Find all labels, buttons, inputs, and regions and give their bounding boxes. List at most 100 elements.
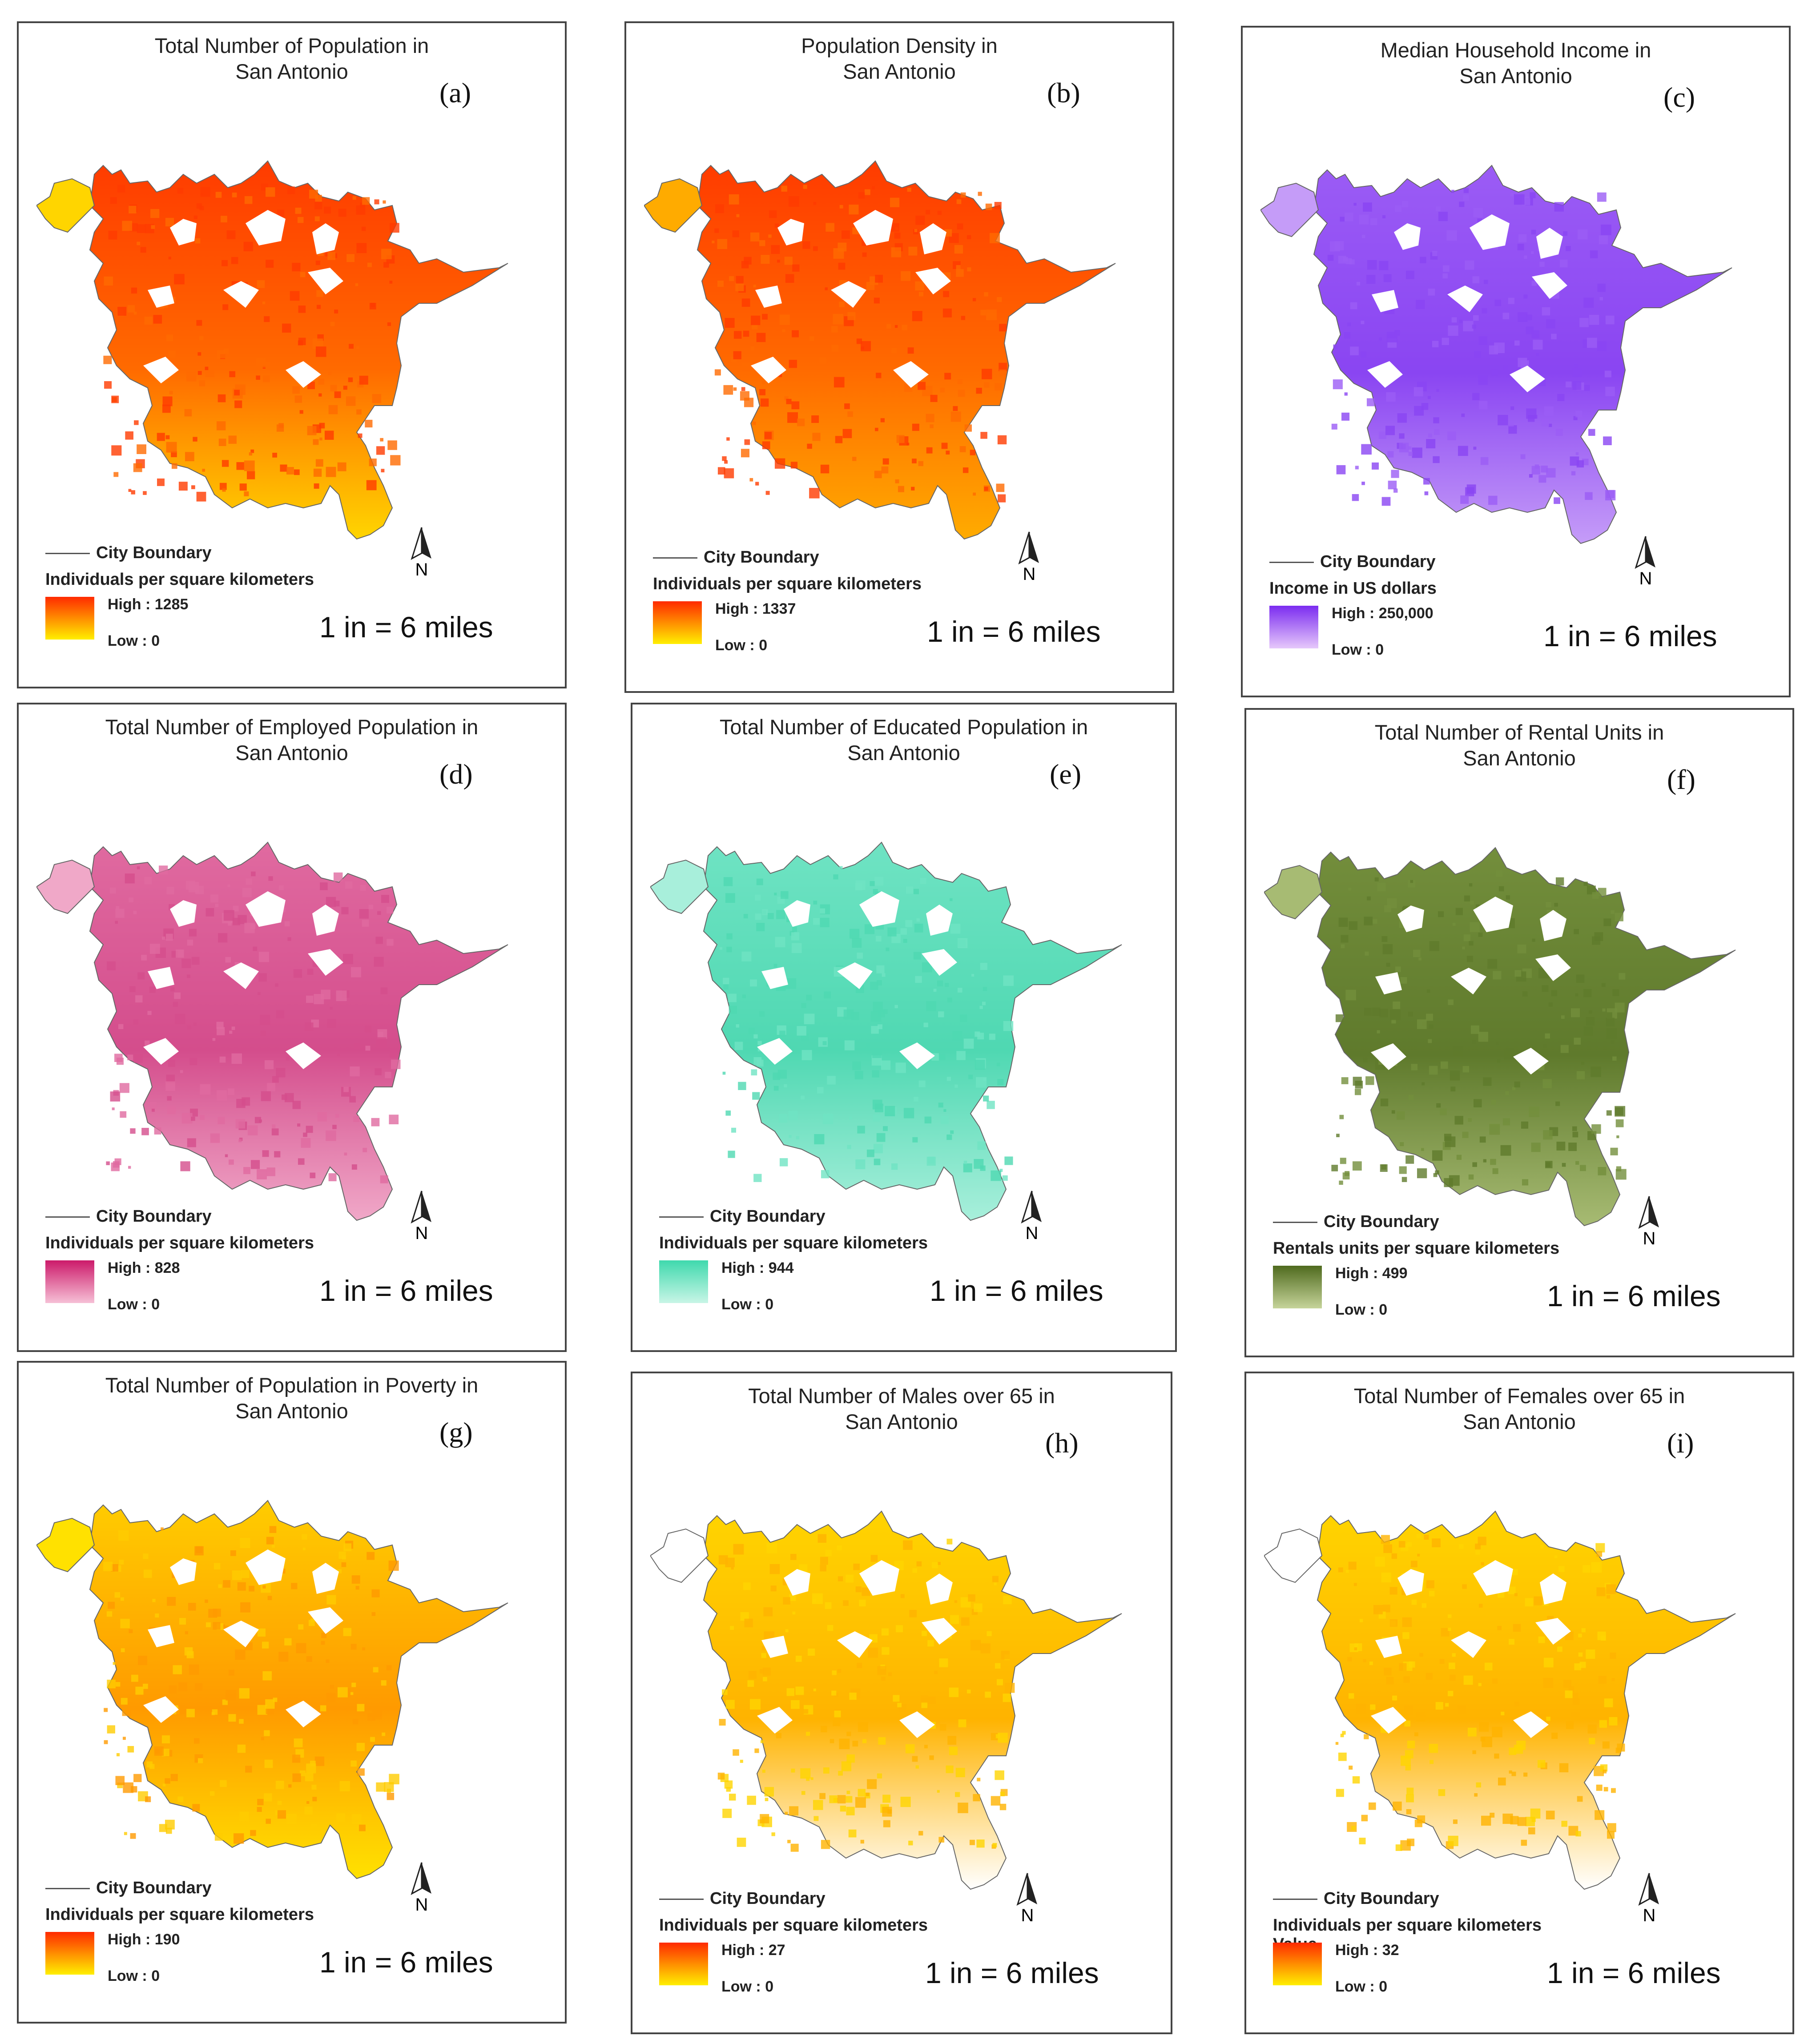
excluded-area (143, 1038, 179, 1065)
density-cell (362, 197, 370, 205)
density-cell (239, 1688, 250, 1699)
density-cell (958, 1719, 966, 1727)
density-cell (1531, 1143, 1541, 1152)
density-cell (365, 1046, 370, 1051)
density-cell (1456, 1155, 1462, 1160)
density-cell (1531, 251, 1534, 254)
density-cell (764, 1787, 774, 1797)
density-cell (298, 1624, 304, 1630)
density-cell (1491, 1099, 1496, 1105)
north-arrow-icon: N (411, 527, 431, 579)
density-cell (719, 1719, 726, 1726)
density-cell (1406, 270, 1414, 279)
density-cell (976, 1839, 985, 1848)
density-cell (1474, 1793, 1478, 1797)
density-cell (1426, 989, 1430, 993)
density-cell (750, 232, 760, 242)
density-cell (131, 1786, 137, 1793)
density-cell (103, 355, 112, 364)
legend-unit: Individuals per square kilometers (659, 1234, 928, 1253)
density-cell (1572, 1131, 1578, 1138)
density-cell (311, 1785, 317, 1790)
density-cell (1458, 1544, 1464, 1549)
density-cell (1339, 1180, 1343, 1185)
density-cell (108, 1601, 115, 1609)
excluded-area (899, 1711, 935, 1738)
density-cell (1603, 1770, 1607, 1774)
density-cell (999, 362, 1007, 371)
density-cell (924, 1745, 928, 1749)
density-cell (1492, 1726, 1502, 1738)
density-cell (766, 1542, 777, 1553)
density-cell (260, 1030, 266, 1036)
excluded-area (1473, 897, 1513, 932)
density-cell (866, 1792, 870, 1796)
density-cell (189, 1664, 199, 1675)
density-cell (262, 375, 270, 382)
density-cell (181, 958, 191, 968)
density-cell (1363, 1058, 1368, 1062)
density-cell (275, 983, 278, 987)
density-cell (984, 382, 990, 388)
density-cell (728, 1151, 735, 1158)
panel-title: Total Number of Educated Population in S… (632, 714, 1175, 766)
density-cell (221, 260, 228, 266)
legend-city-boundary: City Boundary (45, 543, 212, 563)
density-cell (381, 895, 389, 903)
density-cell (779, 314, 790, 325)
legend-color-ramp (45, 1932, 94, 1975)
west-lobe-area (1260, 182, 1319, 237)
legend-city-boundary: City Boundary (653, 548, 819, 567)
density-cell (1357, 282, 1361, 286)
density-cell (998, 494, 1006, 503)
density-cell (113, 472, 119, 477)
density-cell (912, 1137, 918, 1143)
density-cell (175, 1705, 178, 1709)
density-cell (1411, 1064, 1418, 1070)
density-cell (916, 918, 920, 922)
density-cell (1462, 1066, 1470, 1073)
density-cell (151, 225, 155, 229)
density-cell (1505, 1091, 1509, 1095)
density-cell (1463, 1675, 1473, 1685)
density-cell (1336, 465, 1346, 475)
density-cell (1442, 338, 1449, 345)
density-cell (1379, 261, 1389, 270)
density-cell (1432, 1538, 1441, 1548)
density-cell (796, 1136, 800, 1139)
density-cell (391, 1059, 401, 1069)
density-cell (137, 444, 147, 454)
density-cell (748, 1670, 757, 1679)
density-cell (1397, 413, 1407, 423)
density-cell (338, 1551, 346, 1559)
density-cell (952, 1031, 962, 1041)
density-cell (1554, 1555, 1558, 1558)
density-cell (1597, 341, 1607, 351)
density-cell (813, 1800, 823, 1810)
density-cell (219, 483, 227, 490)
density-cell (1365, 1076, 1374, 1085)
density-cell (1445, 1136, 1456, 1147)
density-cell (855, 1159, 866, 1169)
legend-high: High : 32 (1335, 1942, 1399, 1959)
density-cell (827, 1625, 834, 1631)
density-cell (840, 1806, 846, 1812)
density-cell (1514, 1593, 1518, 1597)
density-cell (924, 1116, 932, 1124)
density-cell (985, 203, 992, 210)
legend-color-ramp (1273, 1266, 1322, 1308)
density-cell (1359, 1619, 1363, 1622)
density-cell (1418, 958, 1421, 961)
density-cell (963, 1038, 974, 1049)
density-cell (335, 1114, 339, 1118)
north-arrow-icon: N (1018, 531, 1039, 583)
density-cell (1347, 1657, 1352, 1662)
density-cell (763, 1607, 773, 1617)
density-cell (719, 947, 722, 950)
density-cell (1448, 1614, 1452, 1618)
north-label: N (415, 560, 428, 579)
density-cell (1350, 346, 1359, 355)
density-cell (119, 1083, 129, 1093)
density-cell (820, 1557, 828, 1565)
density-cell (926, 1001, 937, 1011)
